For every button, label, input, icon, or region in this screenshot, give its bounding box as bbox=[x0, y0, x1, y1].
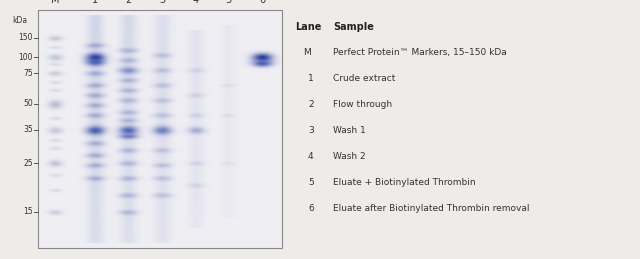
Text: 5: 5 bbox=[225, 0, 231, 5]
Text: 35: 35 bbox=[23, 126, 33, 134]
Text: Flow through: Flow through bbox=[333, 100, 392, 109]
Text: kDa: kDa bbox=[12, 16, 28, 25]
Text: 15: 15 bbox=[24, 207, 33, 217]
Text: 3: 3 bbox=[308, 126, 314, 135]
Text: M: M bbox=[303, 48, 311, 57]
Text: Perfect Protein™ Markers, 15–150 kDa: Perfect Protein™ Markers, 15–150 kDa bbox=[333, 48, 507, 57]
Text: Sample: Sample bbox=[333, 22, 374, 32]
Text: 3: 3 bbox=[159, 0, 165, 5]
Text: Eluate + Biotinylated Thrombin: Eluate + Biotinylated Thrombin bbox=[333, 178, 476, 187]
Text: 2: 2 bbox=[308, 100, 314, 109]
Text: 4: 4 bbox=[193, 0, 199, 5]
Text: 100: 100 bbox=[19, 53, 33, 61]
Text: 50: 50 bbox=[23, 99, 33, 109]
Text: Wash 2: Wash 2 bbox=[333, 152, 365, 161]
Bar bbox=[38, 10, 282, 248]
Text: 1: 1 bbox=[308, 74, 314, 83]
Text: 6: 6 bbox=[308, 204, 314, 213]
Text: M: M bbox=[51, 0, 60, 5]
Text: Eluate after Biotinylated Thrombin removal: Eluate after Biotinylated Thrombin remov… bbox=[333, 204, 529, 213]
Text: Wash 1: Wash 1 bbox=[333, 126, 365, 135]
Text: 5: 5 bbox=[308, 178, 314, 187]
Text: Lane: Lane bbox=[295, 22, 321, 32]
Text: Crude extract: Crude extract bbox=[333, 74, 396, 83]
Text: 1: 1 bbox=[92, 0, 98, 5]
Text: 2: 2 bbox=[125, 0, 131, 5]
Text: 4: 4 bbox=[308, 152, 314, 161]
Text: 25: 25 bbox=[24, 159, 33, 168]
Text: 75: 75 bbox=[23, 68, 33, 77]
Text: 150: 150 bbox=[19, 33, 33, 42]
Text: 6: 6 bbox=[259, 0, 265, 5]
